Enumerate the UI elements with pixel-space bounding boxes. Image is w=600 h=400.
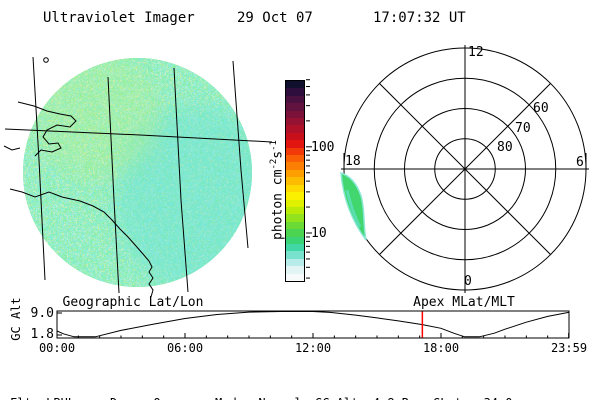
colorbar-block [286, 103, 304, 111]
colorbar-block [286, 110, 304, 119]
orientation-mark-icon [43, 57, 49, 63]
polar-grid-rings [341, 45, 589, 293]
ytick-9.0: 9.0 [30, 306, 54, 321]
colorbar-block [286, 221, 304, 230]
status-col-mode: Mode: Normal Dsp: 3.8 [215, 366, 302, 400]
timeline-axis-ticks [56, 312, 570, 338]
colorbar-block [286, 155, 304, 163]
status-col-orbit: GC Alt: 4.8 Re Seq: 39 [315, 366, 416, 400]
colorbar-block [286, 243, 304, 252]
colorbar-block [286, 229, 304, 237]
mlat-label-70: 70 [515, 121, 531, 136]
status-gcalt: GC Alt: 4.8 Re [315, 396, 416, 400]
unit-exp1: -2 [269, 158, 279, 170]
xtick-0000: 00:00 [38, 341, 76, 355]
status-col-geo: GLat: -34.0 GLon: 38.3 [433, 366, 512, 400]
polar-panel-caption: Apex MLat/MLT [413, 295, 515, 310]
colorbar-block [286, 184, 304, 193]
colorbar-block [286, 147, 304, 156]
coastlines [3, 101, 154, 298]
unit-base: photon cm [270, 169, 286, 240]
geographic-gridlines [4, 56, 273, 294]
colorbar-block [286, 273, 304, 281]
earth-panel-caption: Geographic Lat/Lon [62, 295, 204, 310]
colorbar-ticks [306, 79, 312, 279]
timeline-ylabel: GC Alt [9, 297, 23, 341]
xtick-1800: 18:00 [422, 341, 460, 355]
status-col-door: Door: Open Gain: 14 [110, 366, 182, 400]
status-flt: Flt: LBHL [10, 396, 75, 400]
colorbar-block [286, 214, 304, 222]
unit-mid: s [270, 150, 286, 159]
mlt-label-18: 18 [345, 154, 361, 169]
mlt-label-6: 6 [576, 155, 584, 170]
colorbar-block [286, 206, 304, 215]
colorbar-block [286, 236, 304, 244]
colorbar-block [286, 251, 304, 259]
page-title: Ultraviolet Imager [43, 10, 195, 26]
status-door: Door: Open [110, 396, 182, 400]
colorbar-block [286, 258, 304, 267]
colorbar-block [286, 169, 304, 178]
earth-disk-image [3, 56, 273, 298]
gc-alt-timeline-plot [56, 310, 570, 339]
colorbar-block [286, 132, 304, 141]
unit-exp2: -1 [269, 140, 279, 151]
time-label: 17:07:32 UT [373, 10, 466, 26]
polar-mlat-mlt-plot: 12 18 6 0 60 70 80 [340, 45, 589, 293]
colorbar-block [286, 140, 304, 148]
date-label: 29 Oct 07 [237, 10, 313, 26]
status-glat: GLat: -34.0 [433, 396, 512, 400]
xtick-1200: 12:00 [294, 341, 332, 355]
colorbar-block [286, 199, 304, 207]
auroral-patch [340, 171, 367, 241]
colorbar-block [286, 177, 304, 185]
mlat-label-60: 60 [533, 101, 549, 116]
mlt-label-0: 0 [464, 274, 472, 289]
colorbar-block [286, 88, 304, 96]
colorbar-block [286, 81, 304, 89]
colorbar-block [286, 125, 304, 133]
status-col-flight: Flt: LBHL IP: 36.0 [10, 366, 75, 400]
colorbar-block [286, 266, 304, 274]
colorbar-unit-label: photon cm-2s-1 [269, 115, 285, 265]
xtick-0600: 06:00 [166, 341, 204, 355]
colorbar-block [286, 192, 304, 200]
xtick-2359: 23:59 [550, 341, 588, 355]
mlat-label-80: 80 [497, 140, 513, 155]
ytick-1.8: 1.8 [30, 327, 54, 342]
status-mode: Mode: Normal [215, 396, 302, 400]
timeline-frame [56, 310, 570, 339]
dayglow-disk [23, 58, 252, 287]
mlt-label-12: 12 [468, 45, 484, 60]
altitude-curve [56, 311, 569, 338]
colorbar-block [286, 162, 304, 170]
colorbar-block [286, 118, 304, 126]
colorbar-blocks [285, 80, 305, 282]
colorbar-tick-100: 100 [311, 140, 335, 155]
colorbar-tick-10: 10 [311, 226, 327, 241]
colorbar-block [286, 95, 304, 104]
